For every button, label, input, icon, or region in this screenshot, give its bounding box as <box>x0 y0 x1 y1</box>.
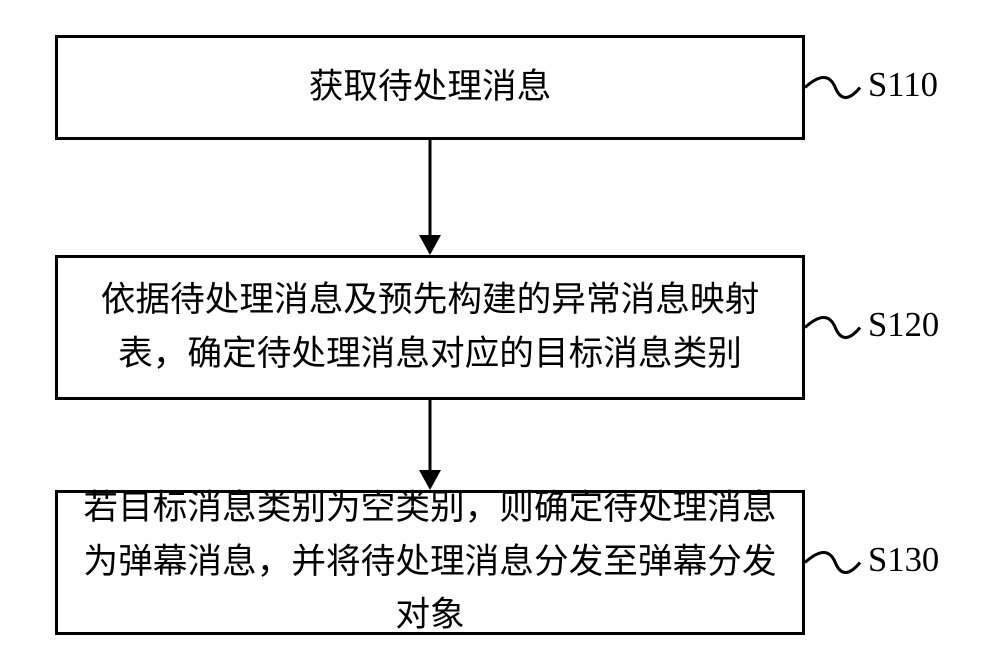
connector-curve <box>805 318 860 338</box>
node-text: 若目标消息类别为空类别，则确定待处理消息为弹幕消息，并将待处理消息分发至弹幕分发… <box>78 482 782 643</box>
connector-curve <box>805 78 860 98</box>
connector-curve <box>805 553 860 573</box>
step-s130: 若目标消息类别为空类别，则确定待处理消息为弹幕消息，并将待处理消息分发至弹幕分发… <box>55 490 805 635</box>
node-text: 获取待处理消息 <box>309 61 552 115</box>
step-s120: 依据待处理消息及预先构建的异常消息映射表，确定待处理消息对应的目标消息类别 <box>55 255 805 400</box>
step-label: S110 <box>868 66 938 105</box>
step-label: S130 <box>868 541 939 580</box>
step-label: S120 <box>868 306 939 345</box>
node-text: 依据待处理消息及预先构建的异常消息映射表，确定待处理消息对应的目标消息类别 <box>78 274 782 381</box>
flowchart-canvas: 获取待处理消息 S110 依据待处理消息及预先构建的异常消息映射表，确定待处理消息对… <box>0 0 1000 664</box>
step-s110: 获取待处理消息 <box>55 35 805 140</box>
arrowhead-icon <box>419 235 441 255</box>
